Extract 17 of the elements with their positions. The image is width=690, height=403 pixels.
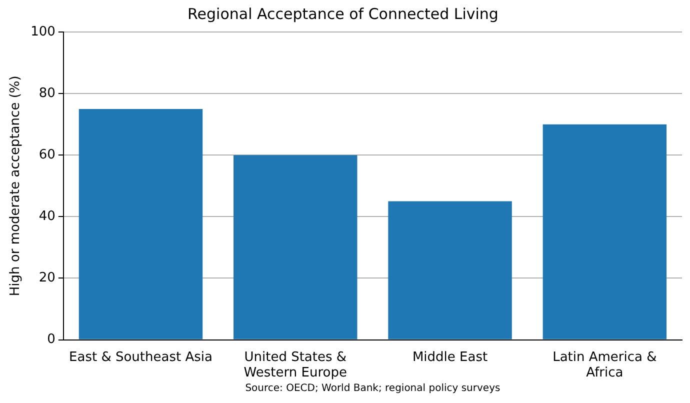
bar: [78, 108, 203, 340]
source-note: Source: OECD; World Bank; regional policy surveys: [245, 383, 500, 394]
chart-title: Regional Acceptance of Connected Living: [188, 4, 498, 23]
y-tick-label: 0: [47, 332, 56, 348]
bar: [542, 124, 667, 340]
y-tick-label: 80: [38, 86, 56, 101]
x-tick-label: Latin America & Africa: [552, 350, 657, 381]
x-tick-label: United States & Western Europe: [244, 350, 347, 381]
bar: [388, 201, 512, 340]
y-tick-label: 20: [38, 270, 56, 286]
y-tick-label: 40: [38, 209, 56, 224]
x-tick-label: East & Southeast Asia: [69, 350, 212, 365]
y-tick-label: 60: [38, 147, 56, 162]
x-tick-label: Middle East: [412, 350, 488, 365]
bar: [234, 155, 358, 340]
y-tick-label: 100: [30, 24, 56, 40]
y-axis-title: High or moderate acceptance (%): [8, 76, 24, 296]
